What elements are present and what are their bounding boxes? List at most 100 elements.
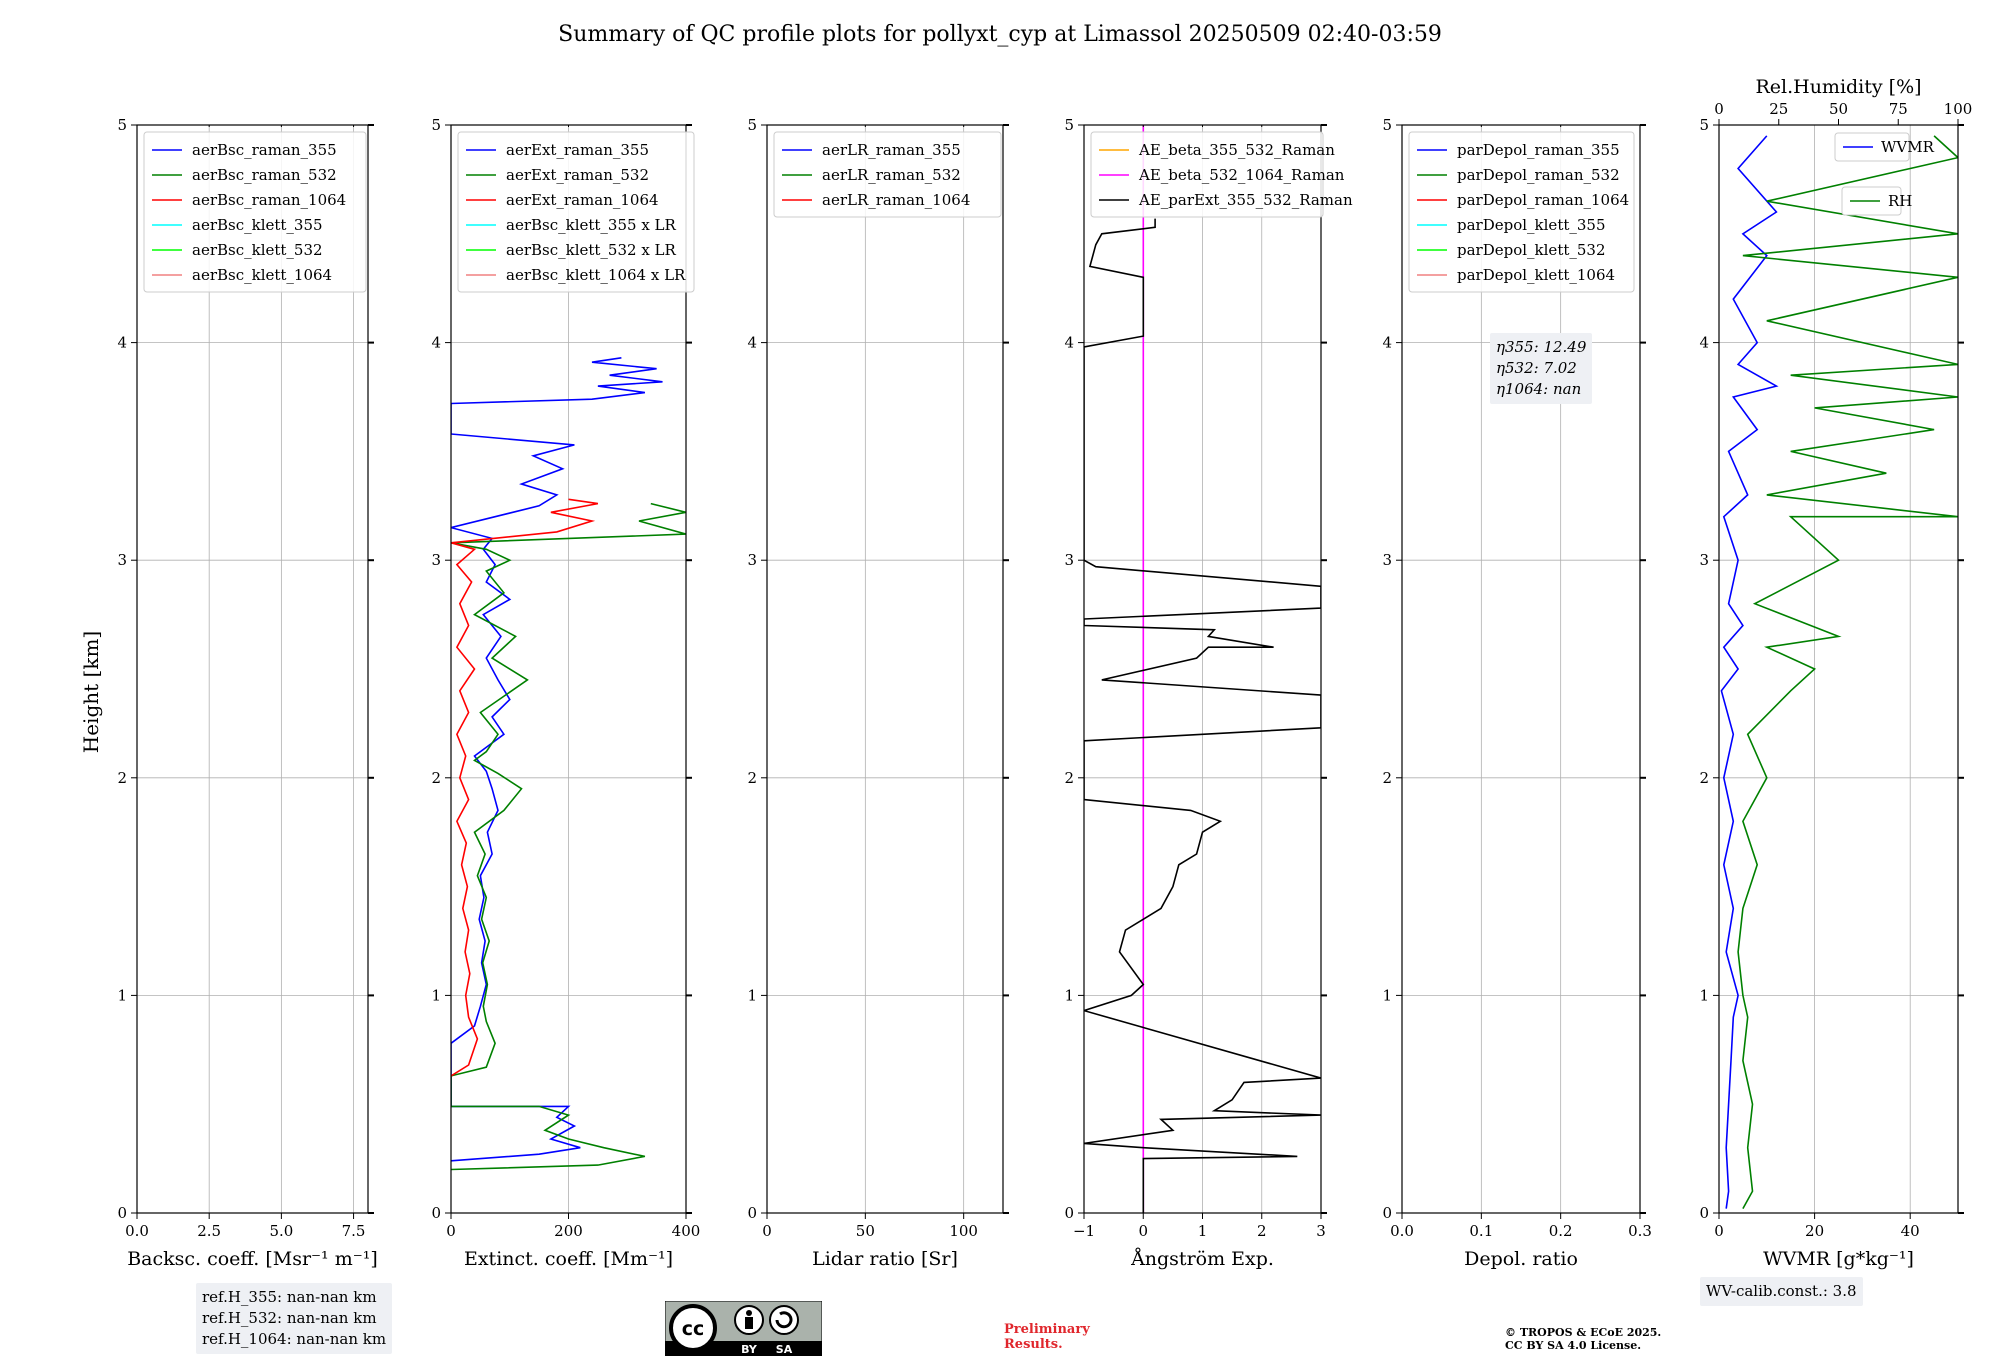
y-tick-label: 3 (747, 551, 757, 569)
x-axis-label: Ångström Exp. (1130, 1248, 1274, 1270)
y-tick-label: 3 (431, 551, 441, 569)
x-tick-label: 0.0 (125, 1222, 149, 1240)
sa-share-icon (769, 1305, 799, 1335)
panel-backscatter: 0.0 2.5 5.0 7.5 0 1 2 3 4 5 Backsc. coeff. [Msr⁻¹ … (117, 116, 377, 1270)
y-tick-label: 1 (747, 986, 757, 1004)
x-tick-label: 0.1 (1469, 1222, 1493, 1240)
eta-355: η355: 12.49 (1496, 338, 1587, 356)
x-tick-label: 0.3 (1628, 1222, 1652, 1240)
x-tick-label: 0.0 (1390, 1222, 1414, 1240)
x-tick-label: −1 (1073, 1222, 1095, 1240)
y-tick-label: 2 (1064, 769, 1074, 787)
y-tick-label: 2 (431, 769, 441, 787)
x-tick-label: 2 (1257, 1222, 1267, 1240)
ref-height-1064: ref.H_1064: nan-nan km (202, 1330, 387, 1348)
axes-frame (1401, 124, 1641, 1214)
legend-box (457, 131, 695, 293)
x-tick-label: 50 (856, 1222, 875, 1240)
series-line-aerExt_raman_1064 (451, 498, 599, 1077)
legend: aerExt_raman_355 aerExt_raman_532 aerExt_r… (457, 131, 695, 293)
y-tick-label: 4 (1699, 334, 1709, 352)
y-tick-label: 1 (431, 986, 441, 1004)
y-tick-label: 1 (1064, 986, 1074, 1004)
grid-lines (766, 124, 1003, 1214)
y-tick-label: 1 (1382, 986, 1392, 1004)
grid-lines (1083, 124, 1322, 1214)
legend-box (143, 131, 367, 293)
y-tick-label: 5 (117, 116, 127, 134)
top-x-tick-label: 50 (1829, 100, 1848, 118)
copyright-line-1: © TROPOS & ECoE 2025. (1505, 1326, 1662, 1339)
series-line-AE_parExt_355_532_Raman (1084, 218, 1321, 1213)
legend-entry: AE_beta_355_532_Raman (1138, 141, 1335, 159)
copyright-note: © TROPOS & ECoE 2025. CC BY SA 4.0 Licen… (1505, 1326, 1805, 1352)
legend-entry: aerExt_raman_532 (506, 166, 649, 184)
legend-box (1408, 131, 1635, 293)
preliminary-line-1: Preliminary (1004, 1322, 1090, 1337)
y-tick-label: 3 (1382, 551, 1392, 569)
legend-entry: RH (1888, 192, 1912, 210)
x-tick-label: 0.2 (1549, 1222, 1573, 1240)
legend-entry: aerExt_raman_355 (506, 141, 649, 159)
legend-entry: aerLR_raman_1064 (822, 191, 970, 209)
y-tick-label: 2 (1382, 769, 1392, 787)
y-tick-label: 4 (1064, 334, 1074, 352)
x-tick-label: 200 (554, 1222, 583, 1240)
sa-label: SA (776, 1343, 793, 1356)
x-tick-label: 100 (949, 1222, 978, 1240)
legend-entry: parDepol_klett_532 (1457, 241, 1606, 259)
x-axis-label: WVMR [g*kg⁻¹] (1763, 1248, 1914, 1270)
panel-depol: 0.0 0.1 0.2 0.3 0 1 2 3 4 5 Depol. ratio parDepol_r… (1382, 116, 1651, 1270)
y-tick-label: 3 (117, 551, 127, 569)
figure-title: Summary of QC profile plots for pollyxt_… (558, 22, 1442, 47)
y-tick-label: 4 (1382, 334, 1392, 352)
y-tick-label: 0 (747, 1204, 757, 1222)
y-tick-label: 4 (747, 334, 757, 352)
legend-entry: AE_beta_532_1064_Raman (1138, 166, 1345, 184)
x-tick-label: 0 (446, 1222, 456, 1240)
axes-frame (1718, 124, 1959, 1214)
legend-entry: aerBsc_klett_355 (192, 216, 323, 234)
top-x-tick-label: 100 (1944, 100, 1973, 118)
eta-box: η355: 12.49 η532: 7.02 η1064: nan (1490, 333, 1593, 404)
legend-entry: aerBsc_klett_1064 (192, 266, 332, 284)
axes-frame (766, 124, 1004, 1214)
legend-entry: WVMR (1881, 138, 1935, 156)
wv-calib-box: WV-calib.const.: 3.8 (1700, 1277, 1863, 1306)
x-tick-label: 20 (1805, 1222, 1824, 1240)
panel-lidar_ratio: 0 50 100 0 1 2 3 4 5 Lidar ratio [Sr] aerLR_raman_… (747, 116, 1009, 1270)
x-tick-label: 2.5 (197, 1222, 221, 1240)
legend-entry: parDepol_raman_355 (1457, 141, 1620, 159)
by-label: BY (741, 1343, 758, 1356)
legend-entry: aerBsc_raman_532 (192, 166, 337, 184)
y-tick-label: 0 (1699, 1204, 1709, 1222)
series-line-aerExt_raman_532 (451, 502, 686, 1171)
y-tick-label: 5 (1064, 116, 1074, 134)
y-tick-label: 4 (117, 334, 127, 352)
y-tick-label: 5 (1699, 116, 1709, 134)
legend-entry: aerBsc_klett_355 x LR (506, 216, 677, 234)
copyright-line-2: CC BY SA 4.0 License. (1505, 1339, 1642, 1352)
legend: WVMR RH (1834, 132, 1935, 216)
ref-heights-box: ref.H_355: nan-nan km ref.H_532: nan-nan… (196, 1283, 393, 1354)
legend-entry: aerLR_raman_532 (822, 166, 961, 184)
x-tick-label: 7.5 (342, 1222, 366, 1240)
cc-by-sa-license-badge[interactable]: cc BY SA (665, 1301, 822, 1356)
legend-entry: aerBsc_klett_1064 x LR (506, 266, 686, 284)
x-tick-label: 40 (1901, 1222, 1920, 1240)
series-line-RH (1737, 135, 1958, 1209)
top-x-tick-label: 0 (1714, 100, 1724, 118)
legend-entry: AE_parExt_355_532_Raman (1138, 191, 1353, 209)
x-tick-label: 3 (1316, 1222, 1326, 1240)
legend-entry: aerBsc_raman_1064 (192, 191, 346, 209)
series-line-WVMR (1720, 135, 1779, 1209)
x-axis-label: Backsc. coeff. [Msr⁻¹ m⁻¹] (127, 1248, 378, 1270)
y-tick-label: 0 (1064, 1204, 1074, 1222)
y-tick-label: 3 (1064, 551, 1074, 569)
y-tick-label: 1 (1699, 986, 1709, 1004)
panel-extinction: 0 200 400 0 1 2 3 4 5 Extinct. coeff. [Mm⁻¹] aerEx… (431, 116, 700, 1270)
legend-entry: aerBsc_raman_355 (192, 141, 337, 159)
ref-height-355: ref.H_355: nan-nan km (202, 1288, 377, 1306)
x-axis-label: Extinct. coeff. [Mm⁻¹] (464, 1248, 673, 1270)
series-group (1720, 135, 1958, 1209)
